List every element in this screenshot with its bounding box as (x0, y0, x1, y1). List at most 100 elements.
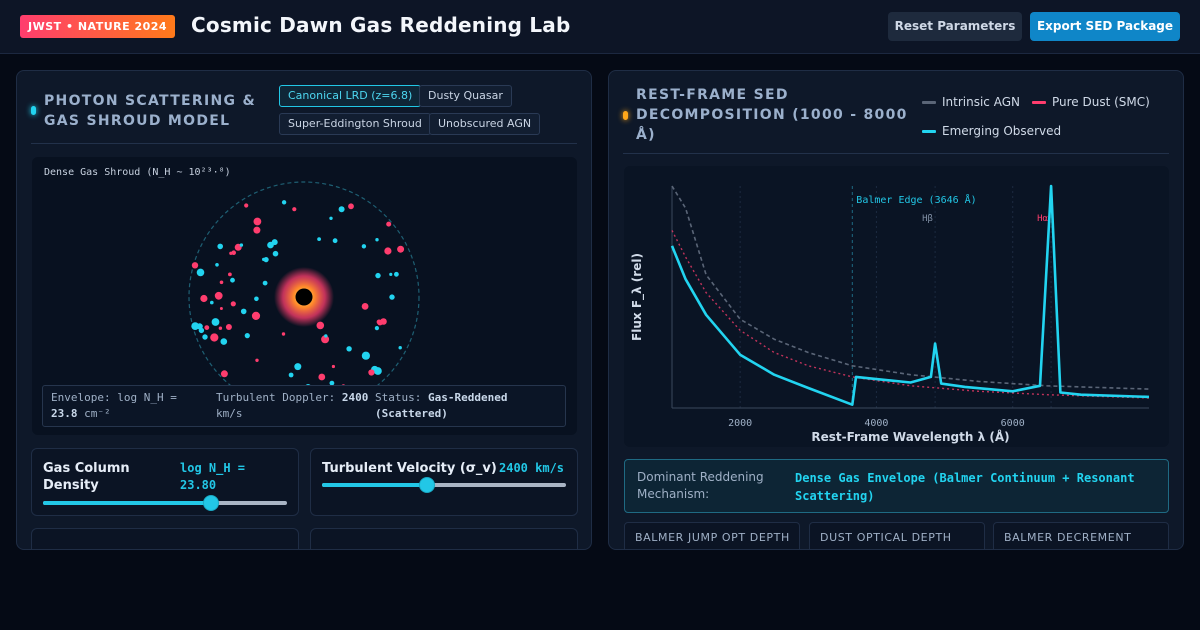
viz-label: Dense Gas Shroud (N_H ~ 10²³·⁸) (44, 167, 231, 178)
photon-particle (331, 364, 335, 369)
particle-field (191, 200, 405, 410)
photon-particle (346, 346, 352, 352)
control-card (31, 528, 299, 549)
export-sed-button[interactable]: Export SED Package (1030, 12, 1180, 41)
photon-particle (255, 358, 259, 362)
panel-title-line: Å) (636, 127, 656, 143)
slider-fill (322, 483, 427, 487)
divider (623, 153, 1169, 154)
control-label-line: Gas Column (43, 461, 130, 476)
doppler-value: 2400 (341, 391, 369, 404)
sed-chart-svg: 2000 4000 6000 Balmer Edge (3646 Å) Hβ Hα Rest… (630, 184, 1150, 444)
halpha-label: Hα (1037, 214, 1048, 224)
gas-density-slider[interactable] (43, 495, 287, 511)
photon-particle (211, 318, 220, 326)
control-value: log N_H = 23.80 (180, 460, 245, 494)
photon-particle (253, 226, 261, 234)
photon-particle (229, 251, 233, 255)
legend-swatch-dust (1032, 101, 1046, 104)
photon-particle (204, 325, 210, 330)
photon-particle (368, 369, 375, 376)
photon-particle (191, 262, 199, 269)
photon-particle (272, 250, 279, 257)
black-hole-icon (295, 288, 313, 306)
photon-particle (316, 321, 325, 330)
envelope-value: 23.8 (51, 407, 78, 420)
photon-particle (397, 245, 405, 253)
photon-particle (361, 351, 370, 360)
photon-particle (202, 334, 208, 340)
preset-canonical-lrd[interactable]: Canonical LRD (z=6.8) (279, 85, 422, 107)
control-label: Turbulent Velocity (σ_v) (322, 461, 497, 476)
y-axis-label: Flux F_λ (rel) (630, 253, 645, 341)
shroud-boundary (188, 181, 420, 413)
photon-particle (217, 243, 223, 250)
photon-particle (262, 280, 268, 286)
photon-particle (294, 363, 302, 371)
photon-particle (220, 370, 228, 378)
envelope-label: Envelope: log N_H = (51, 391, 177, 404)
photon-particle (288, 372, 294, 378)
slider-thumb[interactable] (418, 477, 435, 493)
doppler-label: Turbulent Doppler: (216, 391, 336, 404)
control-value-line: log N_H = (180, 461, 246, 475)
photon-particle (361, 244, 367, 249)
photon-particle (240, 308, 247, 315)
photon-particle (398, 346, 402, 350)
photon-particle (348, 203, 354, 210)
photon-particle (389, 294, 395, 300)
series-emerging-observed (670, 184, 1150, 406)
turbulent-velocity-slider[interactable] (322, 477, 566, 493)
control-label: Gas Column Density (43, 460, 130, 494)
photon-particle (239, 243, 244, 247)
panel-title-line: REST-FRAME SED (636, 87, 789, 103)
photon-particle (196, 268, 205, 277)
photon-particle (329, 216, 333, 220)
photon-particle (198, 327, 205, 334)
photon-particle (230, 301, 236, 307)
photon-particle (244, 203, 249, 208)
panel-title-line: DECOMPOSITION (1000 - 8000 (636, 107, 908, 123)
slider-thumb[interactable] (203, 495, 220, 511)
photon-particle (375, 272, 381, 279)
slider-fill (43, 501, 212, 505)
legend-dust: Pure Dust (SMC) (1052, 95, 1150, 109)
photon-particle (338, 206, 345, 213)
photon-particle (214, 291, 223, 300)
stat-label: DUST OPTICAL DEPTH (820, 531, 952, 544)
sed-panel: REST-FRAME SED DECOMPOSITION (1000 - 800… (608, 70, 1184, 550)
photon-particle (375, 238, 379, 242)
photon-particle (318, 373, 326, 381)
envelope-unit: cm⁻² (84, 407, 111, 420)
photon-particle (219, 307, 223, 310)
journal-badge: JWST • NATURE 2024 (20, 15, 176, 38)
preset-dusty-quasar[interactable]: Dusty Quasar (419, 85, 512, 107)
gas-density-control: Gas Column Density log N_H = 23.80 (31, 448, 299, 516)
photon-particle (281, 200, 287, 205)
preset-super-eddington[interactable]: Super-Eddington Shroud (279, 113, 431, 135)
top-bar: JWST • NATURE 2024 Cosmic Dawn Gas Redde… (0, 0, 1200, 54)
x-tick-label: 2000 (728, 418, 752, 429)
stat-label: BALMER DECREMENT (1004, 531, 1132, 544)
status-dot-icon (31, 106, 36, 115)
photon-particle (262, 257, 266, 262)
divider (31, 143, 577, 144)
x-tick-label: 4000 (864, 418, 888, 429)
legend-swatch-intrinsic (922, 101, 936, 104)
mechanism-value: Dense Gas Envelope (Balmer Continuum + R… (795, 471, 1135, 503)
reset-parameters-button[interactable]: Reset Parameters (888, 12, 1022, 41)
status-label: Status: (375, 391, 422, 404)
legend-swatch-observed (922, 130, 936, 133)
photon-particle (210, 300, 214, 305)
panel-title-line: GAS SHROUD MODEL (44, 113, 231, 129)
photon-particle (218, 326, 223, 330)
photon-particle (332, 238, 338, 244)
photon-particle (210, 333, 219, 342)
preset-unobscured-agn[interactable]: Unobscured AGN (429, 113, 541, 135)
doppler-unit: km/s (216, 407, 243, 420)
stat-card-balmer-jump: BALMER JUMP OPT DEPTH (624, 522, 800, 549)
x-axis-label: Rest-Frame Wavelength λ (Å) (811, 429, 1009, 444)
legend-observed: Emerging Observed (942, 124, 1062, 138)
panel-title-line: PHOTON SCATTERING & (44, 93, 256, 109)
photon-particle (324, 334, 328, 338)
